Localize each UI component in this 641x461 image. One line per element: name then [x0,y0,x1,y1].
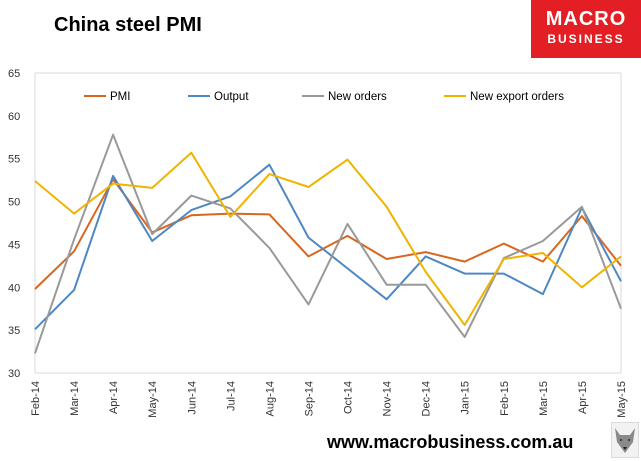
x-tick-label: Oct-14 [343,381,355,414]
y-tick-label: 60 [8,111,20,123]
x-tick-label: Feb-14 [30,381,42,416]
logo-line-2: BUSINESS [547,32,625,46]
y-tick-label: 35 [8,325,20,337]
fox-icon [611,422,639,458]
plot-area [34,72,622,374]
x-tick-label: May-14 [147,381,159,418]
legend-label-new-orders: New orders [328,91,387,103]
x-tick-label: Nov-14 [382,381,394,416]
x-tick-label: Mar-14 [69,381,81,416]
y-axis: 30 35 40 45 50 55 60 65 [8,68,20,380]
series-line-new-export-orders [34,151,622,326]
y-tick-label: 45 [8,239,20,251]
x-tick-label: Sep-14 [303,381,315,416]
x-tick-label: Apr-15 [577,381,589,414]
x-tick-label: Dec-14 [421,381,433,416]
y-tick-label: 65 [8,68,20,80]
x-tick-label: Jun-14 [186,381,198,415]
y-tick-label: 30 [8,368,20,380]
series-line-new-orders [34,133,622,354]
x-tick-label: Jan-15 [460,381,472,415]
legend-label-new-export-orders: New export orders [470,91,564,103]
y-tick-label: 55 [8,154,20,166]
legend-label-output: Output [214,91,249,103]
y-tick-label: 40 [8,282,20,294]
website-url: www.macrobusiness.com.au [327,432,574,452]
x-tick-label: May-15 [616,381,628,418]
x-tick-label: Mar-15 [538,381,550,416]
legend: PMI Output New orders New export orders [84,91,564,103]
x-tick-label: Jul-14 [225,381,237,411]
x-tick-label: Feb-15 [499,381,511,416]
x-tick-label: Apr-14 [108,381,120,414]
logo-line-1: MACRO [545,8,627,30]
series-line-pmi [34,178,622,290]
legend-label-pmi: PMI [110,91,130,103]
chart-title: China steel PMI [54,14,202,36]
y-tick-label: 50 [8,197,20,209]
series-line-output [34,163,622,331]
series-layer [34,133,622,354]
x-axis: Feb-14 Mar-14 Apr-14 May-14 Jun-14 Jul-14 Aug-… [30,381,628,418]
macrobusiness-logo: MACRO BUSINESS [531,0,641,58]
x-tick-label: Aug-14 [264,381,276,416]
